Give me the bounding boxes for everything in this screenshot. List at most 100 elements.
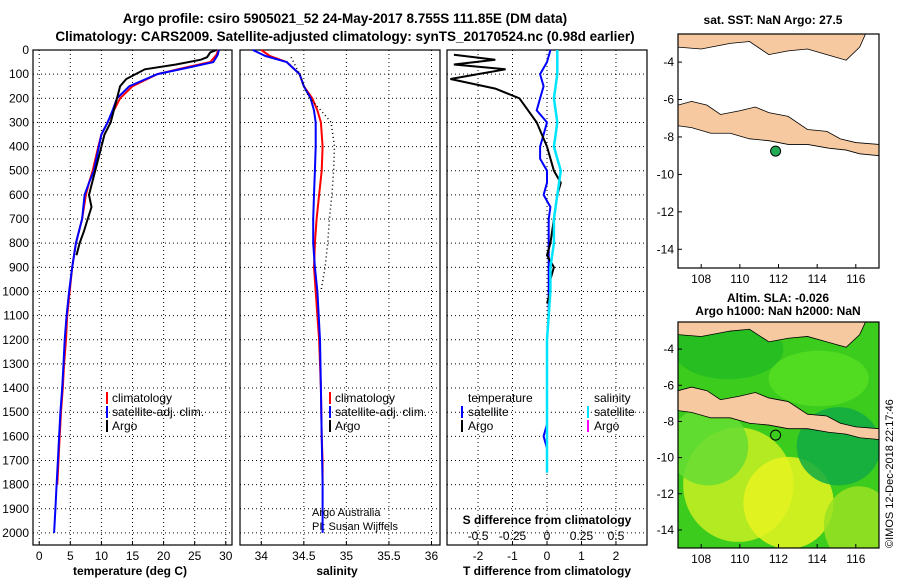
plot-frame <box>239 49 441 546</box>
y-tick-label: 1800 <box>2 478 29 492</box>
legend-label-t-argo: Argo <box>468 419 494 433</box>
x-tick-label: 10 <box>95 549 109 563</box>
x-tick-label: 1 <box>578 549 585 563</box>
borneo-landmass <box>678 34 866 61</box>
legend-label-satellite: satellite-adj. clim. <box>112 405 204 419</box>
x-tick-label: 5 <box>67 549 74 563</box>
xaxis-label-temperature: temperature (deg C) <box>73 564 187 578</box>
credit-line-1: Argo Australia <box>312 507 381 519</box>
java-landmass <box>678 100 879 157</box>
map-x-tick-label: 116 <box>846 552 865 566</box>
temperature-legend: climatology satellite-adj. clim. Argo <box>106 391 204 433</box>
imos-stamp: ©IMOS 12-Dec-2018 22:17:46 <box>884 399 896 548</box>
x-tick-label: 2 <box>613 549 620 563</box>
legend-label-argo: Argo <box>335 419 361 433</box>
x-tick-label: 36 <box>425 549 439 563</box>
xaxis-label-difference: T difference from climatology <box>463 564 631 578</box>
map-y-tick-label: -6 <box>663 378 674 392</box>
series-t-satellite <box>535 49 552 473</box>
legend-label-argo: Argo <box>112 419 138 433</box>
xaxis-label-salinity: salinity <box>316 564 358 578</box>
series-argo <box>290 56 336 292</box>
map-x-tick-label: 110 <box>730 552 749 566</box>
difference-legend: temperature satellite Argo salinity sate… <box>461 391 635 527</box>
map-y-tick-label: -8 <box>663 414 674 428</box>
legend-heading-temperature: temperature <box>468 391 533 405</box>
x-tick-label: 30 <box>219 549 233 563</box>
series-satellite-adj-clim- <box>252 49 324 533</box>
y-tick-label: 400 <box>9 140 29 154</box>
legend-label-climatology: climatology <box>335 391 395 405</box>
borneo-landmass <box>678 322 866 348</box>
map-y-tick-label: -10 <box>657 451 675 465</box>
top-x-tick-label: 0.5 <box>608 529 625 543</box>
legend-label-s-argo: Argo <box>594 419 620 433</box>
map-y-tick-label: -8 <box>663 130 674 144</box>
legend-label-satellite: satellite-adj. clim. <box>335 405 427 419</box>
map-y-tick-label: -10 <box>657 167 675 181</box>
map-y-tick-label: -4 <box>663 342 674 356</box>
salinity-legend: climatology satellite-adj. clim. Argo Ar… <box>312 391 427 533</box>
map-x-tick-label: 114 <box>808 272 827 286</box>
x-tick-label: 0 <box>36 549 43 563</box>
sla-anomaly-patch <box>678 322 784 380</box>
plot-frame <box>32 49 233 546</box>
credit-line-2: PI: Susan Wijffels <box>312 521 398 533</box>
difference-panel: -2 -1 0 1 2 -0.5 -0.25 0 0.25 0.5 <box>446 49 648 563</box>
top-x-tick-label: 0.25 <box>570 529 594 543</box>
map-y-tick-label: -6 <box>663 93 674 107</box>
map-y-tick-label: -12 <box>657 205 675 219</box>
sla-anomaly-patch <box>768 350 869 407</box>
map-y-tick-label: -12 <box>657 487 675 501</box>
java-landmass <box>678 386 879 440</box>
argo-location-marker <box>770 429 782 441</box>
y-tick-label: 1700 <box>2 453 29 467</box>
map-x-tick-label: 112 <box>769 552 788 566</box>
salinity-panel: 34 34.5 35 35.5 36 <box>239 49 441 563</box>
y-tick-label: 1100 <box>3 309 29 323</box>
sla-map: 108 110 112 114 116 -4 -6 -8 -10 -12 -14 <box>657 321 880 566</box>
y-tick-label: 800 <box>9 236 29 250</box>
y-tick-label: 200 <box>9 91 29 105</box>
temperature-panel: 0 5 10 15 20 25 300100200300400500600700800900… <box>2 43 232 563</box>
y-tick-label: 100 <box>9 67 29 81</box>
y-tick-label: 500 <box>9 164 29 178</box>
map-x-tick-label: 108 <box>691 552 711 566</box>
y-tick-label: 1500 <box>2 405 29 419</box>
x-tick-label: 34.5 <box>292 549 316 563</box>
legend-label-t-satellite: satellite <box>468 405 509 419</box>
sla-anomaly-patch <box>678 407 749 486</box>
series-s-satellite <box>545 50 563 473</box>
series-satellite-adj-clim- <box>53 49 220 533</box>
y-tick-label: 1400 <box>2 381 29 395</box>
series-argo <box>75 49 217 256</box>
legend-label-s-satellite: satellite <box>594 405 635 419</box>
sla-anomaly-patch <box>823 486 879 548</box>
x-tick-label: 0 <box>544 549 551 563</box>
y-tick-label: 900 <box>9 260 29 274</box>
x-tick-label: -2 <box>473 549 484 563</box>
x-tick-label: 20 <box>157 549 171 563</box>
y-tick-label: 1600 <box>2 429 29 443</box>
y-tick-label: 1900 <box>2 502 29 516</box>
x-tick-label: 25 <box>188 549 202 563</box>
sla-map-title-2: Argo h1000: NaN h2000: NaN <box>695 304 860 318</box>
map-y-tick-label: -4 <box>663 55 674 69</box>
sla-anomaly-patch <box>743 456 834 548</box>
y-tick-label: 600 <box>9 188 29 202</box>
y-tick-label: 1300 <box>2 357 29 371</box>
map-x-tick-label: 116 <box>846 272 865 286</box>
argo-location-marker <box>770 145 782 157</box>
sst-map: 108 110 112 114 116 -4 -6 -8 -10 -12 -14 <box>657 33 880 286</box>
x-tick-label: -1 <box>507 549 518 563</box>
map-x-tick-label: 114 <box>808 552 827 566</box>
map-x-tick-label: 110 <box>730 272 749 286</box>
x-tick-label: 35 <box>340 549 354 563</box>
y-tick-label: 300 <box>9 115 29 129</box>
legend-label-climatology: climatology <box>112 391 172 405</box>
sst-map-title: sat. SST: NaN Argo: 27.5 <box>704 13 843 27</box>
y-tick-label: 1200 <box>2 333 29 347</box>
title-line-1: Argo profile: csiro 5905021_52 24-May-20… <box>123 11 567 26</box>
plot-frame <box>446 49 648 546</box>
